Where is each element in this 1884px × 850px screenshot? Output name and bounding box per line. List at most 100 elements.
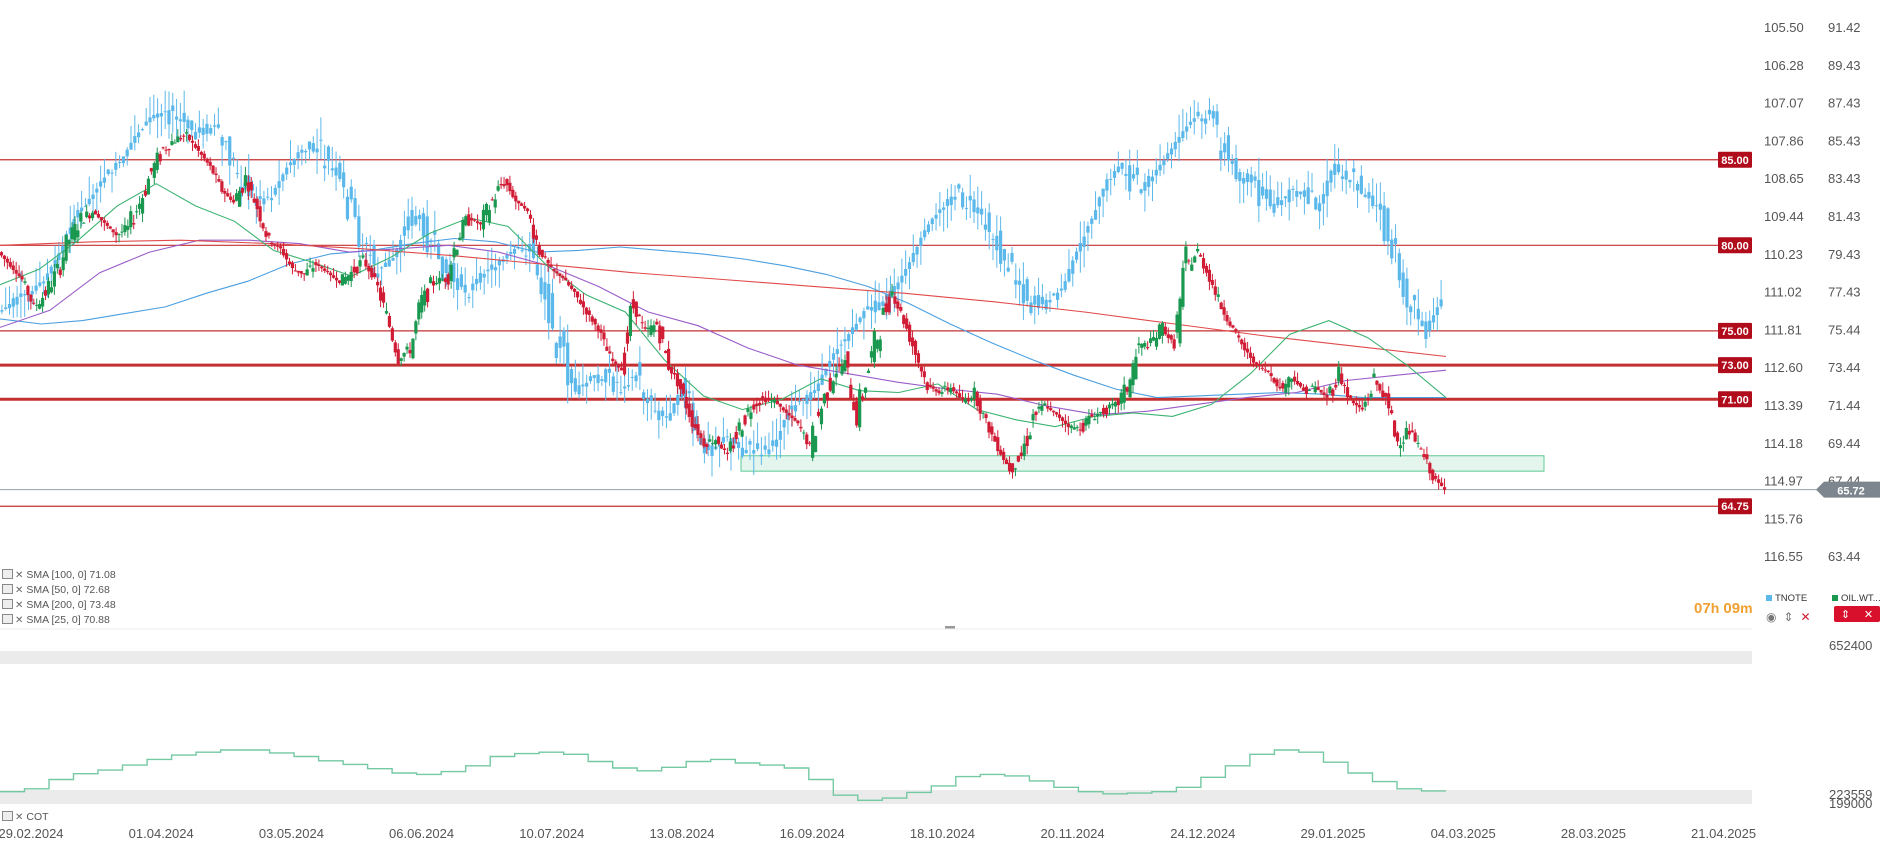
- oil-candle: [725, 447, 730, 461]
- cot-legend[interactable]: ✕ COT: [2, 811, 49, 823]
- settings-icon[interactable]: [2, 584, 13, 594]
- tnote-candle-body: [1371, 195, 1375, 207]
- tnote-candle-body: [661, 410, 665, 417]
- oil-candle: [528, 210, 533, 224]
- sma-legend: ✕ SMA [100, 0] 71.08 ✕ SMA [50, 0] 72.68 ✕…: [2, 568, 116, 628]
- oil-candle: [452, 241, 456, 261]
- tnote-candle-body: [144, 121, 148, 126]
- tnote-candle-body: [281, 174, 285, 182]
- tnote-candle: [478, 265, 482, 290]
- sma-legend-row[interactable]: ✕ SMA [25, 0] 70.88: [2, 613, 116, 628]
- oil-candle-body: [837, 365, 841, 367]
- oil-candle: [1354, 396, 1358, 414]
- oil-candle-body: [93, 210, 98, 215]
- close-icon[interactable]: ✕: [15, 600, 24, 611]
- oil-candle: [913, 339, 918, 364]
- sma-legend-row[interactable]: ✕ SMA [100, 0] 71.08: [2, 568, 116, 583]
- oil-candle-body: [599, 329, 603, 333]
- oil-candle: [858, 383, 862, 432]
- oil-candle-body: [426, 288, 430, 303]
- oil-candle-body: [819, 408, 824, 425]
- oil-candle: [1005, 457, 1009, 465]
- tnote-candle: [797, 389, 801, 406]
- close-icon[interactable]: ✕: [15, 615, 24, 626]
- oil-candle: [1266, 369, 1270, 374]
- updown-icon[interactable]: ⇕: [1840, 608, 1851, 621]
- tnote-candle-body: [372, 244, 376, 265]
- tnote-candle-body: [357, 216, 361, 247]
- close-icon[interactable]: ✕: [15, 585, 24, 596]
- tnote-candle: [474, 258, 479, 292]
- tnote-candle-body: [1162, 160, 1166, 166]
- tnote-candle: [683, 367, 688, 420]
- oil-candle: [481, 204, 486, 238]
- oil-candle-body: [105, 222, 109, 226]
- oil-candle-body: [1413, 432, 1417, 442]
- x-axis-tick: 10.07.2024: [519, 826, 584, 841]
- tnote-candle: [1192, 100, 1196, 135]
- settings-icon[interactable]: [2, 599, 13, 609]
- tnote-candle: [1052, 292, 1056, 297]
- oil-candle: [99, 217, 103, 227]
- tnote-candle: [854, 313, 858, 332]
- tnote-candle-body: [57, 253, 61, 260]
- oil-candle-body: [129, 211, 133, 228]
- oil-candle-body: [802, 432, 806, 434]
- oil-candle-body: [102, 220, 106, 223]
- left-axis-tick: 114.18: [1764, 436, 1803, 451]
- tnote-candle-body: [106, 169, 110, 174]
- close-icon[interactable]: ✕: [15, 812, 24, 823]
- oil-candle-body: [143, 190, 148, 196]
- oil-candle-body: [743, 415, 747, 425]
- tnote-candle-body: [474, 278, 479, 285]
- legend-tnote[interactable]: TNOTE: [1766, 593, 1807, 604]
- tnote-candle-body: [285, 167, 289, 175]
- sma-legend-row[interactable]: ✕ SMA [200, 0] 73.48: [2, 598, 116, 613]
- eye-icon[interactable]: ◉: [1766, 610, 1777, 624]
- tnote-candle-body: [1124, 173, 1128, 176]
- tnote-candle: [1223, 132, 1227, 166]
- tnote-candle: [573, 359, 577, 395]
- oil-candle-body: [1290, 378, 1294, 382]
- tnote-candle: [1204, 110, 1208, 135]
- candle-countdown: 07h 09m: [1694, 600, 1753, 617]
- tnote-candle-body: [604, 369, 608, 383]
- tnote-candle-body: [873, 300, 877, 313]
- tnote-candle: [1055, 288, 1060, 309]
- color-swatch: [1766, 595, 1772, 601]
- oil-candle: [46, 277, 51, 299]
- close-icon[interactable]: ✕: [1863, 608, 1874, 621]
- settings-icon[interactable]: [2, 569, 13, 579]
- oil-candle: [270, 241, 274, 248]
- oil-candle: [490, 196, 494, 201]
- oil-candle: [38, 300, 42, 310]
- oil-candle: [690, 403, 694, 434]
- tnote-candle-body: [34, 285, 38, 291]
- settings-icon[interactable]: [2, 614, 13, 624]
- tnote-candle-body: [1014, 280, 1018, 285]
- oil-candle: [223, 188, 227, 203]
- tnote-candle-body: [1173, 141, 1177, 150]
- tnote-candle-body: [471, 283, 475, 291]
- tnote-candle: [547, 268, 551, 340]
- up-down-icon[interactable]: ⇕: [1783, 610, 1794, 624]
- oil-candle: [1075, 424, 1079, 432]
- oil-candle-body: [722, 448, 727, 451]
- level-badge: [1718, 322, 1752, 339]
- oil-candle: [543, 252, 547, 259]
- close-icon[interactable]: ✕: [15, 570, 24, 581]
- legend-oil[interactable]: OIL.WT...: [1832, 593, 1881, 604]
- oil-candle-body: [8, 262, 12, 267]
- oil-candle-body: [490, 199, 494, 201]
- oil-candle-body: [787, 412, 791, 416]
- sma-legend-row[interactable]: ✕ SMA [50, 0] 72.68: [2, 583, 116, 598]
- settings-icon[interactable]: [2, 811, 13, 821]
- tnote-candle: [562, 327, 566, 365]
- oil-candle-body: [484, 203, 489, 216]
- tnote-candle-body: [7, 304, 12, 309]
- oil-candle: [1187, 258, 1191, 265]
- close-icon[interactable]: ✕: [1800, 610, 1811, 624]
- tnote-candle-body: [1211, 111, 1215, 119]
- oil-candle-body: [1369, 393, 1373, 397]
